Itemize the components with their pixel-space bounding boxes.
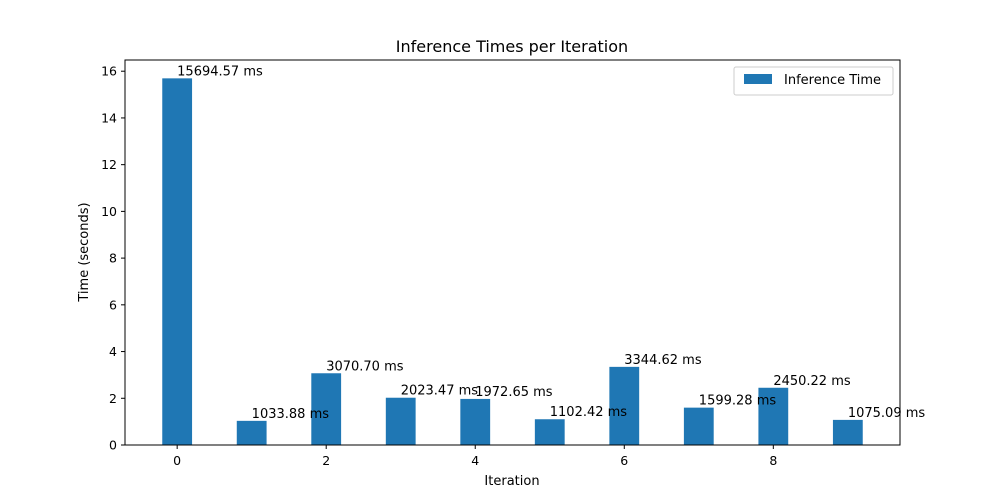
bar-group [162,78,863,445]
bar-5 [534,419,565,445]
data-label-4: 1972.65 ms [475,385,553,400]
data-label-8: 2450.22 ms [773,374,851,389]
x-axis: 0 2 4 6 8 [173,445,777,468]
bar-7 [683,407,714,445]
data-label-2: 3070.70 ms [326,359,404,374]
x-tick-label: 6 [620,453,628,468]
data-label-5: 1102.42 ms [550,405,628,420]
bar-9 [832,419,863,445]
plot-frame [124,59,901,446]
x-axis-label: Iteration [484,474,539,489]
bar-6 [609,366,640,445]
chart-title: Inference Times per Iteration [396,37,628,56]
y-tick-label: 16 [101,64,117,79]
data-label-group: 15694.57 ms 1033.88 ms 3070.70 ms 2023.47 m… [177,64,925,421]
y-tick-label: 8 [109,251,117,266]
data-label-7: 1599.28 ms [699,394,777,409]
bar-0 [162,78,193,445]
x-tick-label: 8 [769,453,777,468]
data-label-6: 3344.62 ms [624,353,702,368]
x-tick-label: 2 [322,453,330,468]
y-tick-label: 12 [101,157,117,172]
data-label-3: 2023.47 ms [401,384,479,399]
y-tick-label: 2 [109,391,117,406]
bar-4 [460,398,491,445]
data-label-1: 1033.88 ms [252,407,330,422]
x-tick-label: 0 [173,453,181,468]
y-tick-label: 0 [109,438,117,453]
bar-8 [758,387,789,445]
legend-swatch [744,74,772,84]
bar-2 [311,373,342,445]
legend-label: Inference Time [784,73,881,88]
y-tick-label: 4 [109,344,117,359]
legend: Inference Time [733,66,894,96]
y-tick-label: 14 [101,110,117,125]
y-axis: 0 2 4 6 8 10 12 14 16 [101,64,125,453]
bar-3 [385,397,416,445]
y-axis-label: Time (seconds) [77,202,92,302]
y-tick-label: 10 [101,204,117,219]
y-tick-label: 6 [109,297,117,312]
bar-1 [236,420,267,445]
x-tick-label: 4 [471,453,479,468]
data-label-9: 1075.09 ms [848,406,926,421]
legend-box [733,66,894,96]
data-label-0: 15694.57 ms [177,64,263,79]
